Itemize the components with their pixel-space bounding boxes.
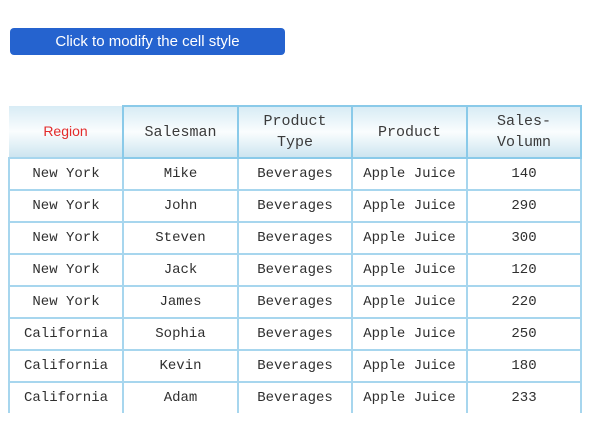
table-row: New York John Beverages Apple Juice 290: [8, 189, 582, 223]
table-cell[interactable]: California: [8, 317, 124, 351]
table-cell[interactable]: New York: [8, 221, 124, 255]
table-cell[interactable]: 250: [466, 317, 582, 351]
table-cell[interactable]: Beverages: [237, 221, 353, 255]
table-row: New York James Beverages Apple Juice 220: [8, 285, 582, 319]
table-cell[interactable]: 140: [466, 157, 582, 191]
table-cell[interactable]: Steven: [122, 221, 239, 255]
column-header-sales-volumn[interactable]: Sales-Volumn: [466, 105, 582, 159]
table-cell[interactable]: 290: [466, 189, 582, 223]
table-cell[interactable]: Sophia: [122, 317, 239, 351]
table-cell[interactable]: Beverages: [237, 317, 353, 351]
table-row: New York Jack Beverages Apple Juice 120: [8, 253, 582, 287]
table-cell[interactable]: New York: [8, 253, 124, 287]
table-cell[interactable]: Apple Juice: [351, 221, 468, 255]
table-cell[interactable]: Kevin: [122, 349, 239, 383]
table-cell[interactable]: Beverages: [237, 349, 353, 383]
column-header-salesman[interactable]: Salesman: [122, 105, 239, 159]
table-cell[interactable]: Beverages: [237, 381, 353, 413]
table-cell[interactable]: California: [8, 381, 124, 413]
column-header-product-type[interactable]: Product Type: [237, 105, 353, 159]
table-cell[interactable]: Apple Juice: [351, 349, 468, 383]
table-cell[interactable]: New York: [8, 285, 124, 319]
table-row: New York Steven Beverages Apple Juice 300: [8, 221, 582, 255]
table-cell[interactable]: John: [122, 189, 239, 223]
table-cell[interactable]: Adam: [122, 381, 239, 413]
table-cell[interactable]: Beverages: [237, 189, 353, 223]
table-cell[interactable]: Apple Juice: [351, 285, 468, 319]
table-cell[interactable]: 233: [466, 381, 582, 413]
table-cell[interactable]: New York: [8, 189, 124, 223]
table-cell[interactable]: 180: [466, 349, 582, 383]
table-cell[interactable]: Apple Juice: [351, 381, 468, 413]
table-cell[interactable]: 300: [466, 221, 582, 255]
table-cell[interactable]: Apple Juice: [351, 317, 468, 351]
header-row: Region Salesman Product Type Product Sal…: [9, 105, 582, 159]
table-row: California Kevin Beverages Apple Juice 180: [8, 349, 582, 383]
table-row: California Adam Beverages Apple Juice 233: [8, 381, 582, 413]
modify-cell-style-button[interactable]: Click to modify the cell style: [10, 28, 285, 55]
table-cell[interactable]: Mike: [122, 157, 239, 191]
table-body: New York Mike Beverages Apple Juice 140 New Y…: [8, 157, 582, 413]
column-header-product[interactable]: Product: [351, 105, 468, 159]
table-cell[interactable]: Apple Juice: [351, 253, 468, 287]
table-cell[interactable]: Beverages: [237, 253, 353, 287]
table-cell[interactable]: Jack: [122, 253, 239, 287]
column-header-region[interactable]: Region: [9, 106, 123, 158]
table-cell[interactable]: 120: [466, 253, 582, 287]
table-cell[interactable]: Beverages: [237, 157, 353, 191]
table-cell[interactable]: Apple Juice: [351, 189, 468, 223]
table-cell[interactable]: California: [8, 349, 124, 383]
table-cell[interactable]: Apple Juice: [351, 157, 468, 191]
table-row: New York Mike Beverages Apple Juice 140: [8, 157, 582, 191]
table-cell[interactable]: James: [122, 285, 239, 319]
table-cell[interactable]: 220: [466, 285, 582, 319]
table-cell[interactable]: New York: [8, 157, 124, 191]
sales-table: Region Salesman Product Type Product Sal…: [8, 105, 582, 413]
table-row: California Sophia Beverages Apple Juice 250: [8, 317, 582, 351]
table-cell[interactable]: Beverages: [237, 285, 353, 319]
